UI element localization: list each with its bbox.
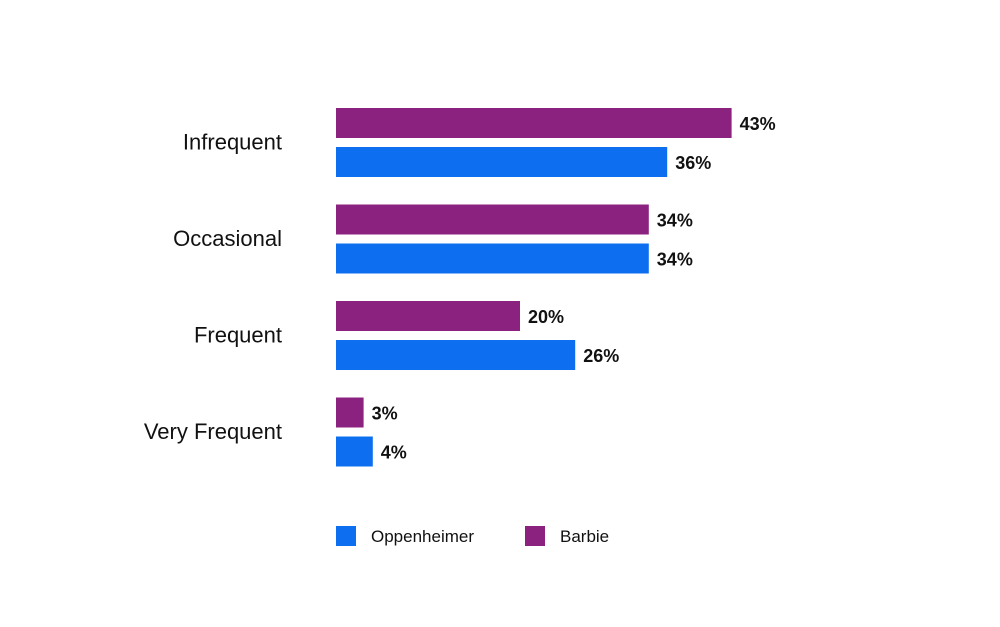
value-label-barbie-very-frequent: 3% <box>372 404 398 424</box>
value-label-oppenheimer-frequent: 26% <box>583 346 619 366</box>
bars-layer <box>336 108 732 467</box>
bar-barbie-infrequent <box>336 108 732 138</box>
value-label-oppenheimer-infrequent: 36% <box>675 153 711 173</box>
legend-item-oppenheimer: Oppenheimer <box>336 526 474 546</box>
category-label-occasional: Occasional <box>173 226 282 251</box>
bar-barbie-occasional <box>336 204 649 235</box>
category-label-infrequent: Infrequent <box>183 130 282 155</box>
value-label-barbie-frequent: 20% <box>528 307 564 327</box>
legend-label-barbie: Barbie <box>560 527 609 546</box>
legend-swatch-barbie <box>525 526 545 546</box>
value-label-barbie-occasional: 34% <box>657 211 693 231</box>
bar-oppenheimer-very-frequent <box>336 436 373 467</box>
value-label-oppenheimer-occasional: 34% <box>657 250 693 270</box>
legend-swatch-oppenheimer <box>336 526 356 546</box>
bar-barbie-very-frequent <box>336 397 364 428</box>
legend-item-barbie: Barbie <box>525 526 609 546</box>
value-label-oppenheimer-very-frequent: 4% <box>381 443 407 463</box>
category-label-frequent: Frequent <box>194 323 282 348</box>
labels-layer: Infrequent 43% 36% Occasional 34% 34% Frequent… <box>144 114 776 463</box>
value-label-barbie-infrequent: 43% <box>740 114 776 134</box>
category-label-very-frequent: Very Frequent <box>144 419 282 444</box>
bar-oppenheimer-occasional <box>336 243 649 274</box>
bar-oppenheimer-infrequent <box>336 147 668 177</box>
bar-oppenheimer-frequent <box>336 340 576 370</box>
legend-label-oppenheimer: Oppenheimer <box>371 527 474 546</box>
legend: Oppenheimer Barbie <box>336 526 609 546</box>
bar-barbie-frequent <box>336 301 520 331</box>
